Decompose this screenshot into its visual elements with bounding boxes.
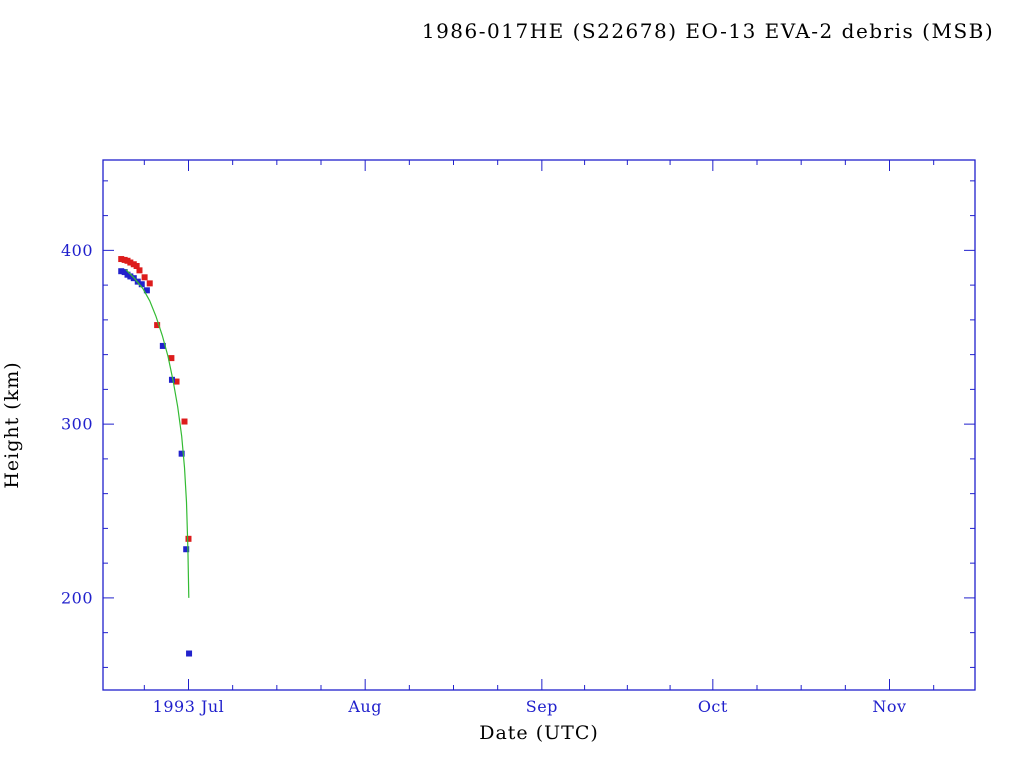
x-tick-label: Nov [872,697,906,716]
perigee-height-point [178,450,185,457]
x-tick-label: 1993 Jul [153,697,225,716]
apogee-height-point [168,355,175,362]
chart-title: 1986-017HE (S22678) EO-13 EVA-2 debris (… [422,19,994,43]
y-axis-label: Height (km) [1,361,23,488]
decay-fit-curve [125,269,190,598]
apogee-height-point [154,322,161,329]
apogee-height-point [181,418,188,425]
x-tick-label: Sep [526,697,558,716]
perigee-height-point [183,546,190,553]
x-axis-label: Date (UTC) [479,722,599,744]
apogee-height-point [146,280,153,287]
plot-layer: 1993 Jul Aug Sep Oct Nov 200 300 400 [61,159,976,716]
perigee-height-point [186,650,193,657]
apogee-height-point [136,267,143,274]
x-tick-label: Aug [347,697,382,716]
apogee-height-point [141,274,148,281]
x-tick-label: Oct [698,697,728,716]
y-tick-label: 400 [61,241,93,260]
plot-frame [102,159,976,691]
y-tick-label: 200 [61,588,93,607]
apogee-height-point [185,535,192,542]
y-tick-label: 300 [61,415,93,434]
